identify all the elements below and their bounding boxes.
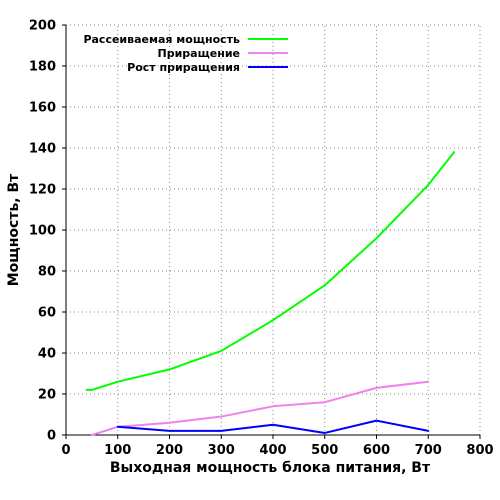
y-tick-label: 40	[38, 347, 56, 362]
legend-label-2: Приращение	[158, 47, 240, 60]
y-axis-ticks: 0 20 40 60 80 100 120 140 160 180 200	[29, 19, 66, 444]
y-axis-title: Мощность, Вт	[6, 173, 22, 286]
y-tick-label: 120	[29, 183, 56, 198]
x-tick-label: 0	[61, 443, 70, 458]
y-tick-label: 80	[38, 265, 56, 280]
x-tick-label: 200	[156, 443, 183, 458]
y-tick-label: 160	[29, 101, 56, 116]
series	[85, 151, 456, 436]
x-tick-label: 400	[259, 443, 286, 458]
y-tick-label: 20	[38, 388, 56, 403]
y-tick-label: 180	[29, 60, 56, 75]
y-tick-label: 200	[29, 19, 56, 34]
x-axis-ticks: 0 100 200 300 400 500 600 700 800	[61, 435, 494, 458]
x-tick-label: 800	[466, 443, 493, 458]
series-line-3	[116, 419, 430, 434]
x-tick-label: 300	[208, 443, 235, 458]
series-line-1	[85, 151, 456, 391]
legend-label-1: Рассеиваемая мощность	[83, 33, 240, 46]
x-tick-label: 600	[363, 443, 390, 458]
series-line-2	[90, 380, 430, 436]
y-tick-label: 60	[38, 306, 56, 321]
legend-label-3: Рост приращения	[127, 61, 240, 74]
x-axis-title: Выходная мощность блока питания, Вт	[110, 460, 431, 476]
x-tick-label: 500	[311, 443, 338, 458]
x-tick-label: 100	[104, 443, 131, 458]
x-tick-label: 700	[415, 443, 442, 458]
y-tick-label: 100	[29, 224, 56, 239]
grid	[66, 24, 481, 435]
y-tick-label: 0	[47, 429, 56, 444]
y-tick-label: 140	[29, 142, 56, 157]
